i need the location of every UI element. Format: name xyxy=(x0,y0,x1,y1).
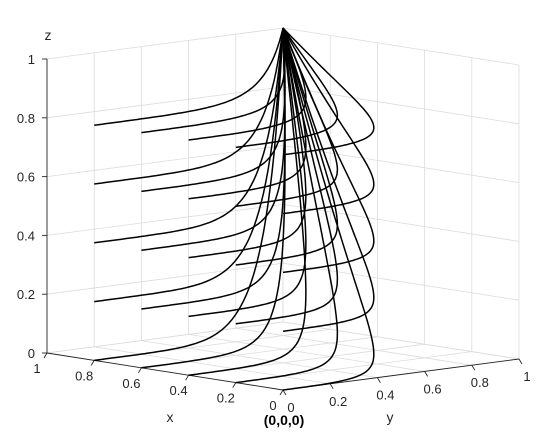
x-tick-label: 0.2 xyxy=(217,391,235,406)
trajectory-line xyxy=(235,27,339,266)
trajectory-line xyxy=(282,27,375,156)
grid-line xyxy=(46,27,284,60)
y-tick-mark xyxy=(518,358,523,365)
trajectory-line xyxy=(94,27,284,126)
curves-layer xyxy=(94,27,375,391)
grid-line xyxy=(46,204,284,236)
trajectory-line xyxy=(188,27,307,318)
grid-line xyxy=(141,340,378,378)
x-tick-label: 0.8 xyxy=(75,368,93,383)
x-tick-mark xyxy=(232,382,237,388)
x-tick-mark xyxy=(43,352,48,359)
trajectory-line xyxy=(141,27,286,251)
trajectory-line xyxy=(141,27,286,134)
z-tick-label: 0.6 xyxy=(17,170,35,185)
trajectory-line xyxy=(282,27,375,391)
trajectory-line xyxy=(94,27,284,303)
trajectory-line xyxy=(94,27,284,244)
labels-layer: x y z (0,0,0) 00.20.40.60.810 0.2 0.4 0.6 0.… xyxy=(17,27,531,428)
y-tick-label: 0 xyxy=(287,400,294,415)
origin-annotation: (0,0,0) xyxy=(264,412,304,428)
y-tick-mark xyxy=(282,389,287,396)
trajectory-line xyxy=(141,27,286,310)
grid-line xyxy=(282,27,520,66)
x-tick-mark xyxy=(279,389,284,396)
y-tick-label: 0.8 xyxy=(471,375,489,390)
y-tick-mark xyxy=(424,371,428,377)
trajectory-line xyxy=(94,27,284,185)
x-tick-label: 1 xyxy=(33,361,40,376)
x-tick-label: 0 xyxy=(269,398,276,413)
y-tick-mark xyxy=(471,364,476,371)
trajectory-line xyxy=(141,27,286,369)
x-axis-label: x xyxy=(167,409,174,425)
y-tick-label: 1 xyxy=(523,369,530,384)
z-tick-label: 0.2 xyxy=(17,287,35,302)
trajectory-line xyxy=(188,27,307,200)
trajectory-line xyxy=(282,27,375,332)
trajectory-line xyxy=(188,27,307,259)
z-tick-label: 0.8 xyxy=(17,111,35,126)
grid-line xyxy=(46,321,284,354)
x-tick-label: 0.6 xyxy=(122,376,140,391)
grid-line xyxy=(282,321,520,360)
trajectory-line xyxy=(282,27,375,274)
x-tick-mark xyxy=(185,374,189,381)
z-tick-label: 0.4 xyxy=(17,228,35,243)
grid-line xyxy=(235,327,472,366)
trajectory-line xyxy=(235,27,339,384)
x-tick-mark xyxy=(138,367,142,374)
grid-line xyxy=(188,334,425,372)
grid-line xyxy=(46,145,284,177)
x-tick-mark xyxy=(90,360,95,366)
z-axis-label: z xyxy=(45,27,52,43)
z-tick-label: 1 xyxy=(28,52,35,67)
trajectory-line xyxy=(141,27,286,193)
grid-line xyxy=(46,86,284,119)
grid-line xyxy=(282,262,520,301)
grid-line xyxy=(94,346,331,385)
grid-line xyxy=(282,86,520,125)
y-tick-mark xyxy=(329,383,334,390)
trajectory-line xyxy=(235,27,339,325)
y-tick-label: 0.4 xyxy=(376,388,394,403)
trajectory-line xyxy=(282,27,375,215)
y-axis-label: y xyxy=(387,409,394,425)
grid-line xyxy=(282,204,520,242)
trajectory-line xyxy=(188,27,307,141)
x-axis-line xyxy=(46,352,284,391)
x-tick-label: 0.4 xyxy=(170,383,188,398)
trajectory-line xyxy=(94,27,284,362)
z-tick-label: 0 xyxy=(28,346,35,361)
grid-line xyxy=(46,262,284,295)
trajectory-line xyxy=(235,27,339,149)
y-tick-label: 0.6 xyxy=(424,381,442,396)
grid-line xyxy=(282,145,520,183)
trajectory-line xyxy=(188,27,307,376)
y-tick-label: 0.2 xyxy=(329,394,347,409)
y-tick-mark xyxy=(377,377,381,383)
